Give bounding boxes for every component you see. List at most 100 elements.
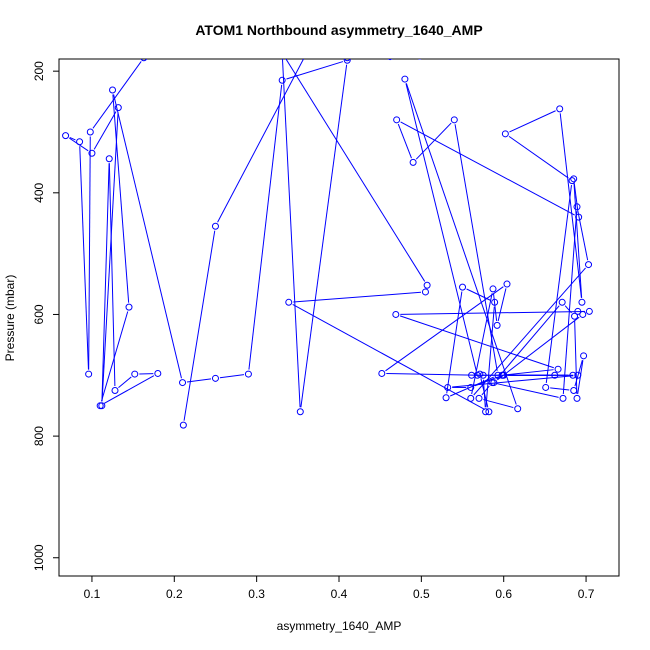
series-line-segment [92,61,142,129]
series-line-segment [148,53,182,57]
series-line-segment [446,291,463,394]
data-point [409,158,417,166]
series-line-segment [191,54,195,55]
data-point [244,370,252,378]
series-line-segment [449,376,495,397]
series-line-segment [424,52,443,55]
data-point [197,52,203,58]
data-point [279,50,285,56]
series-line-segment [101,112,119,402]
series-line-segment [93,111,117,150]
data-point [254,51,260,57]
data-point [131,370,139,378]
x-tick-label: 0.2 [166,587,183,601]
series-line-segment [496,383,559,398]
data-point [472,48,478,54]
series-line-segment [101,163,110,402]
series-line-segment [186,378,212,383]
data-point [459,283,467,291]
data-point [105,155,113,163]
data-point [489,285,497,293]
data-point [585,307,593,315]
data-point [570,175,578,183]
series-line-segment [393,53,415,55]
data-point [573,203,581,211]
data-point [442,394,450,402]
data-point [568,177,576,185]
data-point [278,76,286,84]
data-point [501,130,509,138]
series-line-segment [473,267,586,396]
data-point [570,386,578,394]
data-point [296,408,304,416]
data-point [485,408,493,416]
series-line-segment [204,54,252,55]
data-point [551,371,559,379]
series-line-segment [108,163,116,387]
data-point [575,213,583,221]
data-point [62,132,70,140]
data-point [589,49,595,55]
series-line-segment [562,211,578,394]
x-axis: 0.1 0.2 0.3 0.4 0.5 0.6 0.7 [84,575,595,601]
data-point [479,371,487,379]
y-tick-label: 600 [32,304,46,324]
data-point [467,394,475,402]
data-point [417,59,422,60]
data-point [387,59,393,61]
data-point [343,59,351,62]
data-point [578,298,586,306]
x-tick-label: 0.6 [495,587,512,601]
y-axis: 200 400 600 800 1000 [32,61,60,571]
data-point [559,394,567,402]
series-line-segment [385,286,504,372]
series-line-segment [261,53,295,54]
series-0 [62,47,595,429]
series-line-segment [400,310,585,315]
y-tick-label: 400 [32,182,46,202]
data-point [491,298,499,306]
x-tick-label: 0.3 [248,587,265,601]
data-point [542,383,550,391]
series-line-segment [395,55,439,56]
data-point [393,116,401,124]
series-line-segment [405,83,477,372]
series-line-segment [454,124,498,371]
data-point [179,421,187,429]
data-point [343,59,351,64]
series-line-segment [493,293,498,321]
data-point [109,86,117,94]
data-point [303,51,309,57]
data-point [556,105,564,113]
series-line-segment [286,61,344,80]
series-line-segment [219,374,245,379]
data-point [154,369,162,377]
series-line-segment [311,52,353,54]
x-tick-label: 0.4 [331,587,348,601]
series-line-segment [483,399,514,409]
x-tick-label: 0.5 [413,587,430,601]
series-line-segment [452,375,574,388]
series-line-segment [88,136,91,370]
data-point [378,369,386,377]
data-point [475,394,483,402]
data-point [86,128,94,136]
y-tick-label: 800 [32,426,46,446]
series-line-segment [485,306,495,408]
plot-frame [58,58,620,577]
series-line-segment [386,373,479,376]
data-point [296,50,302,56]
series-line-segment [497,288,507,322]
data-point [571,312,579,320]
series-line-segment [405,83,517,405]
data-point [585,261,593,269]
data-point [211,222,219,230]
data-point [499,47,505,53]
x-axis-label: asymmetry_1640_AMP [277,619,402,633]
series-line-segment [550,387,570,391]
series-line-segment [574,320,578,394]
data-point [569,371,577,379]
series-line-segment [573,183,583,298]
x-tick-label: 0.7 [578,587,595,601]
y-axis-label: Pressure (mbar) [3,275,17,362]
